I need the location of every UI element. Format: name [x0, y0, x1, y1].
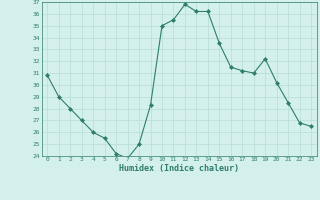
X-axis label: Humidex (Indice chaleur): Humidex (Indice chaleur) — [119, 164, 239, 173]
